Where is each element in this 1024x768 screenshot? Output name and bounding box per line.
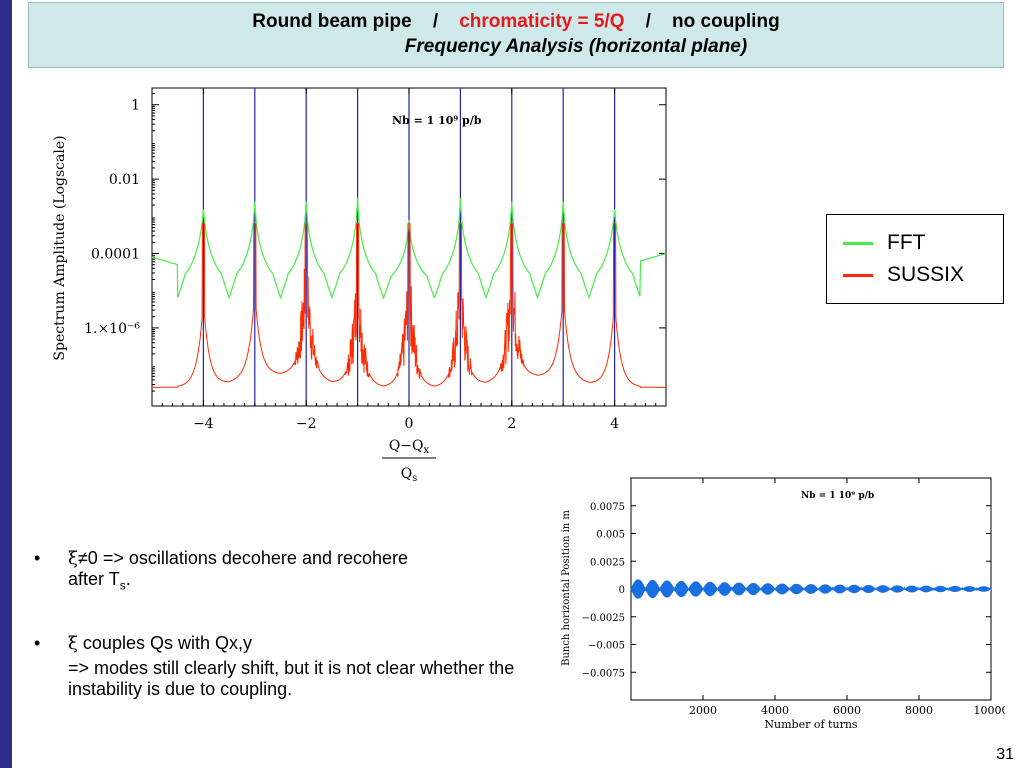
bullet-text-1: ≠0 => oscillations decohere and recohere xyxy=(77,548,409,568)
title-sep2: / xyxy=(645,11,651,32)
x-tick-label: −4 xyxy=(193,416,214,432)
x-tick-label: 2 xyxy=(507,416,516,432)
position-chart: 2000 4000 6000 8000 10000 0.0075 0.005 0.0025 0 −… xyxy=(561,477,1006,731)
legend-swatch-sussix xyxy=(843,273,873,277)
spectrum-chart: −4 −2 0 2 4 1 0.01 0.0001 1.×10⁻⁶ Nb = 1 10⁹ p/b… xyxy=(52,87,667,484)
x-tick-label: 2000 xyxy=(689,704,717,717)
spectrum-ylabel: Spectrum Amplitude (Logscale) xyxy=(52,135,68,360)
legend-item-sussix: SUSSIX xyxy=(843,263,964,287)
bullet-item-coupling: • ξ couples Qs with Qx,y xyxy=(28,633,528,654)
xi-symbol: ξ xyxy=(68,632,78,654)
x-tick-label: 4000 xyxy=(761,704,789,717)
y-tick-label: 0.005 xyxy=(596,530,625,541)
spectrum-annotation: Nb = 1 10⁹ p/b xyxy=(392,114,482,127)
bullet-dot: • xyxy=(34,548,41,568)
title-part3: no coupling xyxy=(672,11,780,32)
x-tick-label: −2 xyxy=(296,416,317,432)
page-number: 31 xyxy=(996,746,1014,763)
x-tick-label: 0 xyxy=(405,416,414,432)
bullet-list: • ξ≠0 => oscillations decohere and recoh… xyxy=(28,548,528,700)
y-tick-label: 0.01 xyxy=(109,172,140,188)
x-tick-label: 6000 xyxy=(833,704,861,717)
y-tick-label: −0.0075 xyxy=(582,668,625,679)
bullet-sub-s: s xyxy=(119,578,126,593)
bullet-item-decoherence: • ξ≠0 => oscillations decohere and recoh… xyxy=(28,548,528,597)
y-tick-label: 1 xyxy=(131,98,140,114)
spectrum-xlabel-num: Q−Qx xyxy=(389,438,430,456)
x-tick-label: 4 xyxy=(610,416,619,432)
bullet-text-2: couples Qs with Qx,y xyxy=(77,632,252,653)
y-tick-label: 0.0001 xyxy=(91,247,140,263)
position-ylabel: Bunch horizontal Position in m xyxy=(561,510,572,666)
left-accent-bar xyxy=(0,0,12,768)
y-tick-label: −0.005 xyxy=(588,641,625,652)
legend-label-fft: FFT xyxy=(887,231,926,254)
fft-series-line xyxy=(151,197,667,300)
y-tick-label: 0 xyxy=(619,585,625,596)
legend-swatch-fft xyxy=(843,241,873,245)
bullet-dot: • xyxy=(34,632,41,653)
slide-subtitle: Frequency Analysis (horizontal plane) xyxy=(404,36,748,57)
xi-symbol: ξ xyxy=(68,548,78,569)
position-xlabel: Number of turns xyxy=(764,718,857,731)
title-sep1: / xyxy=(432,11,439,32)
y-tick-label: 0.0025 xyxy=(590,557,625,568)
slide-title: Round beam pipe / chromaticity = 5/Q / n… xyxy=(29,11,1003,33)
bullet-end-1: . xyxy=(125,569,131,589)
x-tick-label: 8000 xyxy=(905,704,933,717)
chart-legend: FFT SUSSIX xyxy=(826,214,1004,304)
sussix-series-line xyxy=(152,223,666,388)
position-series-line xyxy=(630,579,992,599)
spectrum-xlabel-den: Qs xyxy=(401,466,418,484)
y-tick-label: 0.0075 xyxy=(590,502,625,513)
bullet-text-1b: after T xyxy=(68,569,120,589)
y-tick-label: 1.×10⁻⁶ xyxy=(84,321,140,337)
legend-label-sussix: SUSSIX xyxy=(887,263,965,286)
y-tick-label: −0.0025 xyxy=(582,613,625,624)
x-tick-label: 10000 xyxy=(974,704,1006,717)
title-part1: Round beam pipe xyxy=(252,11,412,32)
position-annotation: Nb = 1 10⁹ p/b xyxy=(801,491,874,501)
legend-item-fft: FFT xyxy=(843,231,925,255)
bullet-continuation: => modes still clearly shift, but it is … xyxy=(68,657,515,699)
title-box: Round beam pipe / chromaticity = 5/Q / n… xyxy=(28,2,1004,68)
title-chromaticity: chromaticity = 5/Q xyxy=(459,11,625,32)
